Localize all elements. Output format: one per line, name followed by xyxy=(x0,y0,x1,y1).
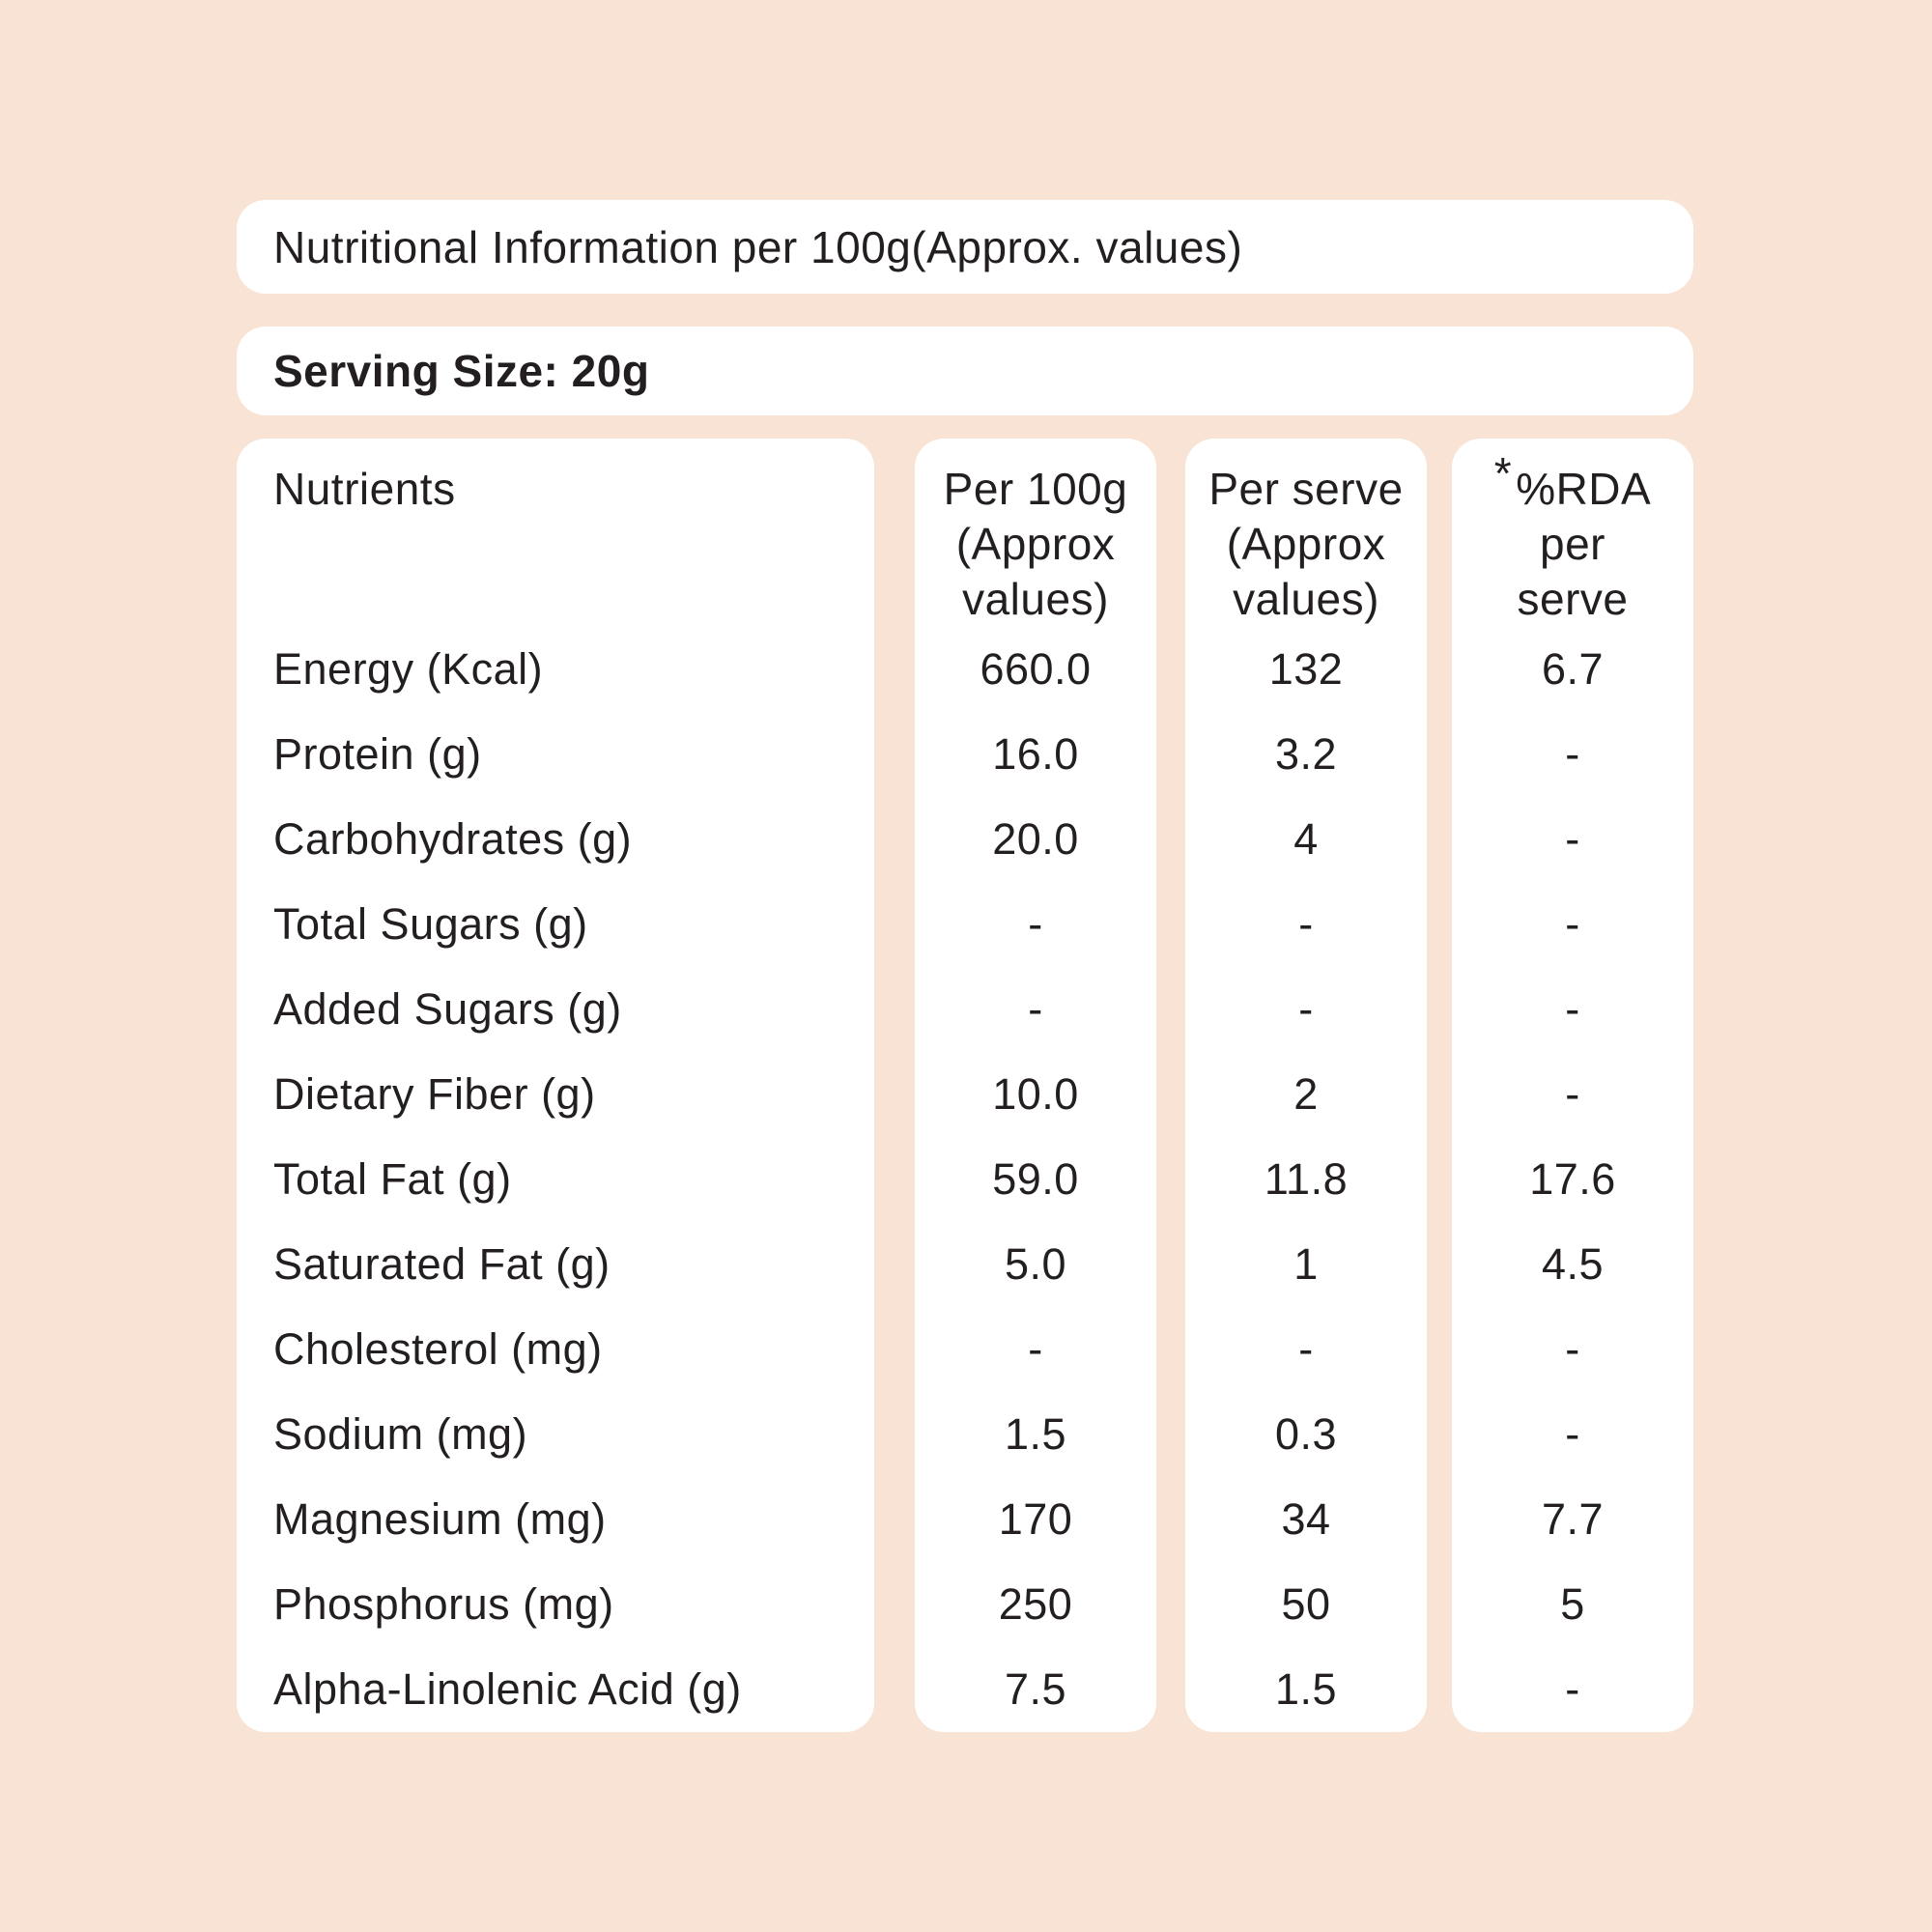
per-100g-value: 10.0 xyxy=(992,1069,1079,1119)
per-100g-value: 170 xyxy=(998,1494,1073,1544)
title-bar: Nutritional Information per 100g(Approx.… xyxy=(237,200,1693,294)
per-100g-value: 250 xyxy=(998,1579,1073,1629)
per-100g-value: - xyxy=(1028,899,1043,949)
per-serve-column-header: Per serve (Approx values) xyxy=(1185,439,1427,627)
label-content: Nutritional Information per 100g(Approx.… xyxy=(237,200,1693,1732)
nutrient-name: Total Sugars (g) xyxy=(273,899,588,949)
per-100g-value: 16.0 xyxy=(992,729,1079,779)
rda-value: 7.7 xyxy=(1541,1494,1605,1544)
rda-value-list: 6.7 - - - - - 17.6 4.5 - - 7.7 5 - xyxy=(1452,627,1693,1732)
per-serve-value: 1.5 xyxy=(1274,1664,1338,1714)
nutrient-name: Protein (g) xyxy=(273,729,482,779)
nutrient-name: Added Sugars (g) xyxy=(273,984,622,1034)
per-serve-value: - xyxy=(1298,899,1314,949)
serving-size-bar: Serving Size: 20g xyxy=(237,327,1693,415)
nutrient-name-list: Energy (Kcal) Protein (g) Carbohydrates (g… xyxy=(237,627,874,1732)
rda-header-line-1: *%RDA xyxy=(1452,448,1693,517)
per-serve-value: 1 xyxy=(1293,1239,1319,1289)
per-100g-value-list: 660.0 16.0 20.0 - - 10.0 59.0 5.0 - 1.5 170 250 7.5 xyxy=(915,627,1156,1732)
nutrients-column-header: Nutrients xyxy=(237,439,874,627)
per-100g-value: - xyxy=(1028,1324,1043,1374)
column-nutrients: Nutrients Energy (Kcal) Protein (g) Carboh… xyxy=(237,439,874,1732)
nutrient-name: Magnesium (mg) xyxy=(273,1494,607,1544)
per-serve-value: - xyxy=(1298,1324,1314,1374)
rda-value: 6.7 xyxy=(1541,644,1605,694)
nutrient-name: Cholesterol (mg) xyxy=(273,1324,603,1374)
per-serve-value: 2 xyxy=(1293,1069,1319,1119)
nutrition-table: Nutrients Energy (Kcal) Protein (g) Carboh… xyxy=(237,439,1693,1732)
rda-value: - xyxy=(1565,899,1580,949)
rda-header-line-3: serve xyxy=(1517,574,1629,624)
nutrient-name: Total Fat (g) xyxy=(273,1154,512,1204)
nutrient-name: Carbohydrates (g) xyxy=(273,814,633,864)
nutrient-name: Energy (Kcal) xyxy=(273,644,544,694)
nutrient-name: Sodium (mg) xyxy=(273,1409,528,1459)
per-100g-value: 7.5 xyxy=(1004,1664,1067,1714)
per-100g-value: 1.5 xyxy=(1004,1409,1067,1459)
rda-value: - xyxy=(1565,814,1580,864)
per-100g-column-header: Per 100g (Approx values) xyxy=(915,439,1156,627)
rda-asterisk: * xyxy=(1493,448,1513,498)
per-serve-header-line-1: Per serve xyxy=(1208,464,1404,514)
column-rda: *%RDA per serve 6.7 - - - - - 17.6 4.5 - - 7.7 5 - xyxy=(1452,439,1693,1732)
rda-value: - xyxy=(1565,1409,1580,1459)
per-serve-header-line-2: (Approx xyxy=(1226,519,1386,569)
per-serve-value-list: 132 3.2 4 - - 2 11.8 1 - 0.3 34 50 1.5 xyxy=(1185,627,1427,1732)
per-100g-value: 59.0 xyxy=(992,1154,1079,1204)
rda-value: - xyxy=(1565,729,1580,779)
nutrient-name: Alpha-Linolenic Acid (g) xyxy=(273,1664,742,1714)
rda-value: 5 xyxy=(1560,1579,1585,1629)
nutrient-name: Saturated Fat (g) xyxy=(273,1239,611,1289)
per-serve-value: 132 xyxy=(1268,644,1344,694)
nutrient-name: Dietary Fiber (g) xyxy=(273,1069,596,1119)
per-100g-header-line-1: Per 100g xyxy=(943,464,1128,514)
per-100g-header-line-2: (Approx xyxy=(955,519,1116,569)
nutrients-header-text: Nutrients xyxy=(273,464,456,514)
rda-value: - xyxy=(1565,1069,1580,1119)
rda-value: - xyxy=(1565,984,1580,1034)
column-per-serve: Per serve (Approx values) 132 3.2 4 - - 2 11.8… xyxy=(1185,439,1427,1732)
rda-value: 17.6 xyxy=(1529,1154,1616,1204)
rda-header-text: %RDA xyxy=(1516,464,1652,514)
nutrient-name: Phosphorus (mg) xyxy=(273,1579,614,1629)
per-serve-value: 34 xyxy=(1281,1494,1331,1544)
per-100g-header-line-3: values) xyxy=(962,574,1109,624)
title-text: Nutritional Information per 100g(Approx.… xyxy=(273,221,1243,272)
serving-size-text: Serving Size: 20g xyxy=(273,346,650,396)
per-100g-value: - xyxy=(1028,984,1043,1034)
per-100g-value: 20.0 xyxy=(992,814,1079,864)
per-100g-value: 660.0 xyxy=(980,644,1092,694)
per-100g-value: 5.0 xyxy=(1004,1239,1067,1289)
rda-value: - xyxy=(1565,1664,1580,1714)
per-serve-value: 0.3 xyxy=(1274,1409,1338,1459)
rda-header-line-2: per xyxy=(1540,519,1605,569)
per-serve-value: 11.8 xyxy=(1264,1154,1349,1204)
rda-column-header: *%RDA per serve xyxy=(1452,439,1693,627)
per-serve-value: 4 xyxy=(1293,814,1319,864)
rda-value: 4.5 xyxy=(1541,1239,1605,1289)
per-serve-header-line-3: values) xyxy=(1233,574,1379,624)
per-serve-value: - xyxy=(1298,984,1314,1034)
per-serve-value: 50 xyxy=(1281,1579,1331,1629)
per-serve-value: 3.2 xyxy=(1274,729,1338,779)
column-per-100g: Per 100g (Approx values) 660.0 16.0 20.0 - -… xyxy=(915,439,1156,1732)
rda-value: - xyxy=(1565,1324,1580,1374)
